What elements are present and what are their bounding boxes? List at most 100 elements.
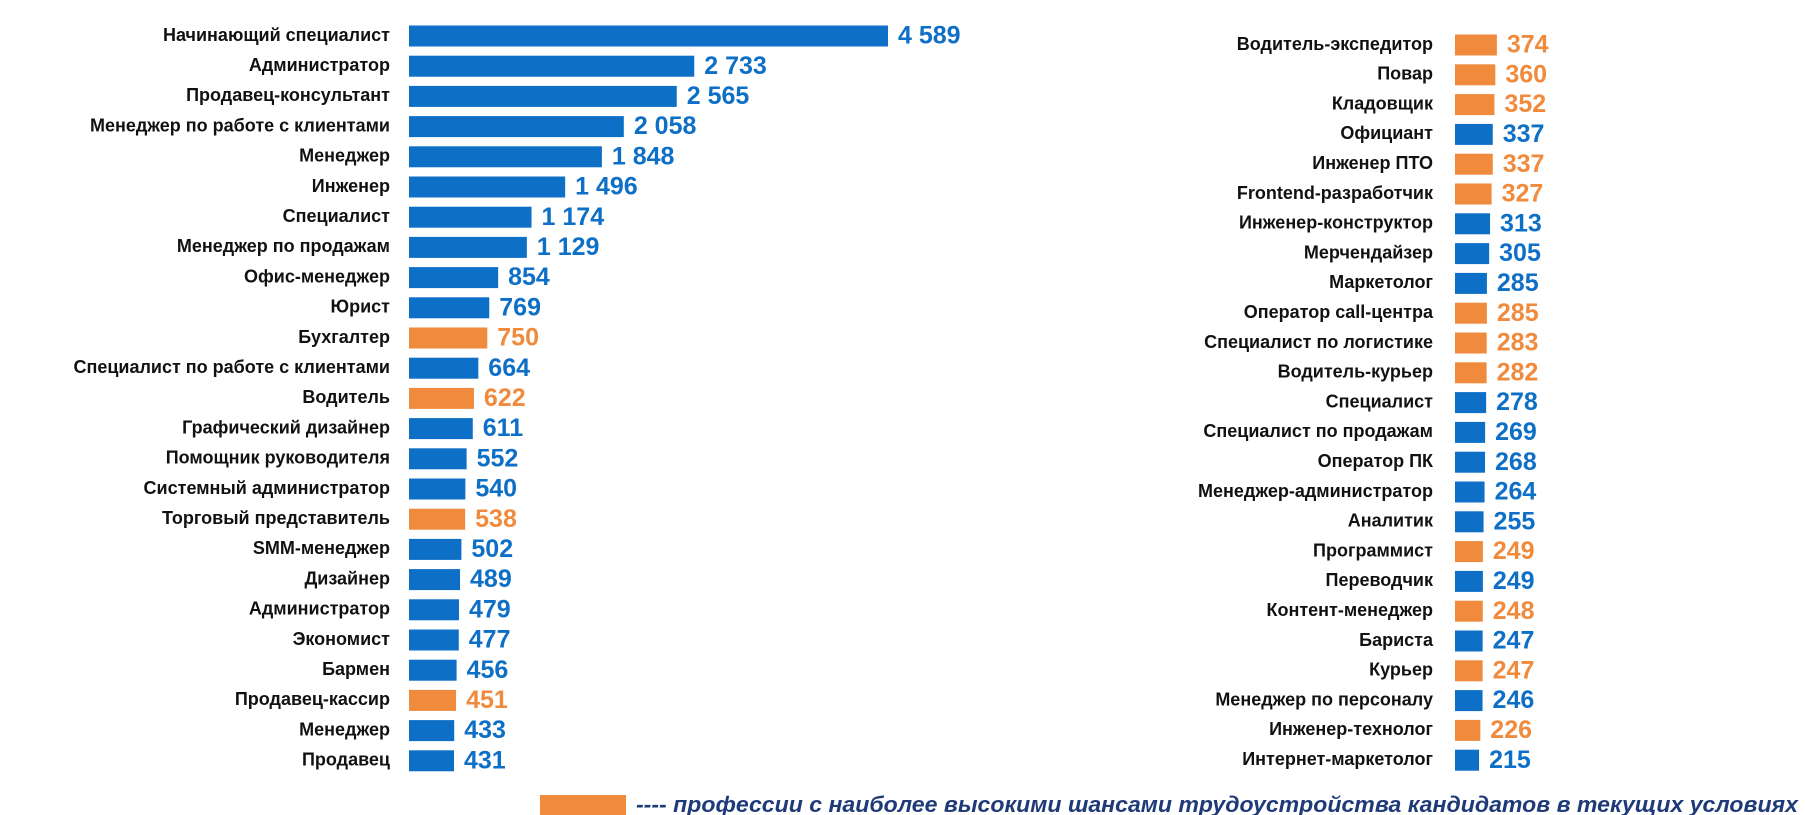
value-label: 360 [1505, 60, 1547, 88]
bar [409, 478, 466, 500]
category-label: Переводчик [1326, 570, 1434, 590]
bar [409, 146, 602, 168]
category-label: Инженер-технолог [1269, 719, 1433, 739]
legend-swatch [540, 795, 626, 815]
category-label: Водитель-курьер [1278, 362, 1433, 382]
bar [409, 538, 462, 560]
value-label: 4 589 [898, 22, 961, 50]
value-label: 313 [1500, 209, 1542, 237]
category-label: Дизайнер [304, 568, 390, 588]
category-label: Помощник руководителя [166, 448, 390, 468]
value-label: 1 129 [537, 233, 600, 261]
bar [409, 750, 454, 772]
value-label: 664 [488, 354, 530, 382]
value-label: 502 [471, 535, 513, 563]
bar [409, 569, 461, 591]
category-label: Повар [1377, 64, 1433, 84]
value-label: 611 [483, 414, 523, 442]
category-label: Менеджер по продажам [177, 236, 390, 256]
value-label: 477 [469, 626, 511, 654]
bar [1455, 660, 1483, 682]
value-label: 248 [1493, 597, 1535, 625]
bar [409, 267, 499, 289]
category-label: Экономист [293, 629, 391, 649]
category-label: Аналитик [1348, 511, 1434, 531]
bar [1455, 64, 1496, 86]
bar [1455, 213, 1491, 235]
value-label: 622 [484, 384, 526, 412]
bar [1455, 481, 1485, 503]
bar [409, 599, 459, 621]
bar [409, 448, 467, 470]
bar [1455, 719, 1481, 741]
bar [409, 116, 624, 138]
bar [1455, 243, 1490, 265]
category-label: Водитель-экспедитор [1237, 34, 1433, 54]
category-label: Специалист по продажам [1203, 421, 1433, 441]
bar [409, 25, 888, 47]
value-label: 2 565 [687, 82, 750, 110]
category-label: Водитель [302, 387, 390, 407]
bar [1455, 511, 1484, 533]
value-label: 337 [1503, 120, 1545, 148]
bar [1455, 272, 1487, 294]
bar [409, 236, 527, 258]
bar [1455, 570, 1483, 592]
value-label: 2 058 [634, 112, 697, 140]
value-label: 854 [508, 263, 550, 291]
bar [1455, 749, 1480, 771]
category-label: Мерчендайзер [1304, 242, 1433, 262]
category-label: Продавец [302, 750, 390, 770]
category-label: Маркетолог [1329, 272, 1433, 292]
category-label: Интернет-маркетолог [1242, 749, 1433, 769]
bar [1455, 421, 1486, 443]
category-label: Продавец-консультант [186, 85, 390, 105]
value-label: 246 [1493, 686, 1535, 714]
category-label: Официант [1340, 123, 1433, 143]
category-label: Кладовщик [1332, 93, 1434, 113]
bar [1455, 94, 1495, 116]
category-label: Бухгалтер [298, 327, 390, 347]
bar [409, 85, 677, 107]
value-label: 283 [1497, 329, 1539, 357]
value-label: 264 [1495, 478, 1537, 506]
value-label: 538 [475, 505, 517, 533]
category-label: Начинающий специалист [163, 25, 390, 45]
category-label: Специалист по работе с клиентами [73, 357, 390, 377]
value-label: 226 [1490, 716, 1532, 744]
bar [1455, 362, 1487, 384]
value-label: 750 [497, 324, 539, 352]
bar [1455, 332, 1487, 354]
value-label: 305 [1499, 239, 1541, 267]
legend-label: ---- профессии с наиболее высокими шанса… [636, 792, 1799, 815]
value-label: 255 [1494, 507, 1536, 535]
value-label: 285 [1497, 269, 1539, 297]
value-label: 247 [1493, 627, 1535, 655]
value-label: 431 [464, 746, 506, 774]
category-label: Менеджер [299, 146, 390, 166]
bar [1455, 392, 1487, 414]
value-label: 269 [1495, 418, 1537, 446]
bar [409, 55, 695, 77]
category-label: Программист [1313, 540, 1433, 560]
category-label: SMM-менеджер [253, 538, 390, 558]
value-label: 1 848 [612, 142, 675, 170]
bar [1455, 541, 1483, 563]
value-label: 552 [477, 444, 519, 472]
category-label: Продавец-кассир [235, 689, 390, 709]
category-label: Специалист по логистике [1204, 332, 1433, 352]
category-label: Инженер-конструктор [1239, 213, 1433, 233]
category-label: Графический дизайнер [182, 417, 390, 437]
bar [409, 418, 473, 440]
category-label: Юрист [331, 297, 391, 317]
bar [1455, 600, 1483, 622]
value-label: 456 [467, 656, 509, 684]
category-label: Инженер ПТО [1312, 153, 1433, 173]
value-label: 489 [470, 565, 512, 593]
value-label: 769 [499, 293, 541, 321]
category-label: Бармен [322, 659, 390, 679]
bar [1455, 690, 1483, 712]
bar [1455, 123, 1493, 145]
bar [409, 206, 532, 228]
